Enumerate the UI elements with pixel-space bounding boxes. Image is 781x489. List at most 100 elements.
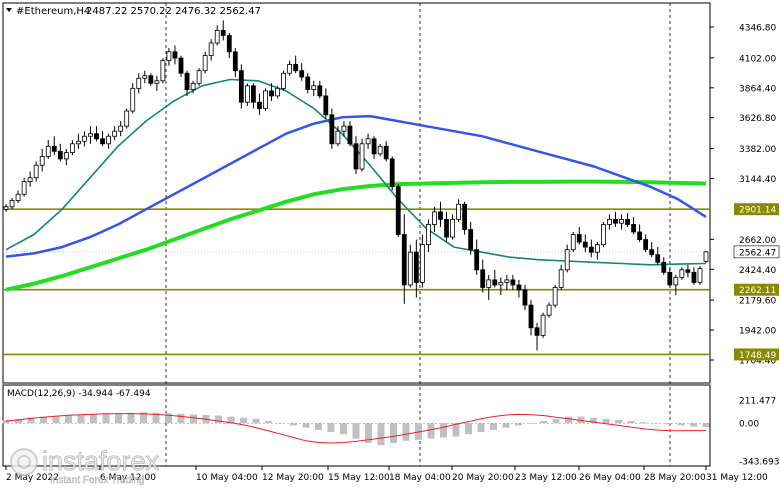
macd-histogram-bar [127,412,135,424]
candle-body [299,70,305,78]
macd-histogram-bar [415,423,422,440]
candle [347,121,353,147]
candle-body [251,85,256,103]
candle [419,234,425,288]
macd-histogram-bar [2,419,10,424]
candle [281,70,286,91]
candle [45,140,51,159]
price-tick-label: 2662.00 [739,236,776,246]
macd-histogram-bar [165,413,172,424]
candle-body [244,85,250,103]
macd-histogram-bar [327,423,335,433]
candle-body [649,249,655,256]
macd-histogram-bar [527,423,535,424]
price-tick-label: 1704.40 [739,357,776,367]
candle [214,25,220,46]
candle-body [130,87,136,112]
candle [444,211,449,243]
macd-axis-label: -343.693 [739,458,779,468]
candle-body [389,158,395,188]
candle [601,221,606,248]
candle [697,266,703,285]
time-tick-label: 12 May 20:00 [262,473,324,483]
candle [631,216,636,235]
macd-histogram-bar [365,423,372,444]
candle-body [305,76,311,91]
candle-body [691,271,697,283]
candle [667,267,673,288]
candle-body [383,145,389,160]
candle [305,73,311,94]
candle-body [419,244,425,283]
macd-histogram-bar [352,423,360,439]
candle [613,211,618,227]
candle [407,244,413,288]
price-tick-label: 3382.00 [739,145,776,155]
candle-body [238,70,244,103]
candle [287,60,293,76]
instaforex-logo-inner [17,455,31,469]
macd-histogram-bar [490,423,497,430]
macd-histogram-bar [90,414,97,424]
candle-body [462,203,468,230]
candle [649,242,655,258]
candle-body [269,90,274,97]
candle [341,121,347,137]
candle [257,93,262,115]
candle [456,199,461,222]
price-marker-box [734,348,779,361]
candle [244,83,250,106]
chart-header: #Ethereum,H4 2487.22 2570.22 2476.32 256… [6,6,261,17]
candle [353,136,359,175]
candle-body [100,138,105,145]
candle-body [486,279,492,288]
candle [335,126,341,147]
macd-histogram-bar [665,423,672,425]
candle [299,63,305,81]
macd-histogram-bar [690,423,697,427]
candle-body [522,289,528,306]
macd-axis: 211.477 0.00 -343.693 [739,397,779,468]
candle-body [112,130,118,137]
candle-body [407,251,413,286]
candle-body [63,152,69,160]
support-resistance-levels [3,208,710,356]
candle [365,133,371,149]
candle-body [528,304,534,329]
candle-body [82,135,87,142]
macd-histogram-bar [77,414,85,424]
candle-body [106,135,111,145]
candle [33,161,39,182]
candle [124,108,130,129]
macd-histogram-bar [502,423,510,428]
ohlc-values: 2487.22 2570.22 2476.32 2562.47 [86,6,261,17]
candle [57,143,63,162]
candle-body [353,143,359,170]
macd-histogram-bar [477,423,485,433]
macd-histogram-bar [302,423,310,428]
candle [27,171,33,187]
candle [673,274,679,296]
macd-histogram-bar [440,423,447,438]
candle-body [232,51,238,72]
candle [106,133,111,149]
candle [383,141,389,162]
candle [148,73,154,86]
candle [118,121,124,137]
candle [311,80,317,96]
time-tick-label: 23 May 12:00 [515,473,577,483]
macd-histogram-bar [540,421,547,424]
candle [438,201,443,227]
candle-body [27,177,33,183]
candle [516,279,522,298]
macd-histogram-bar [140,412,147,424]
candle [88,126,93,144]
candle [94,126,99,142]
dropdown-arrow-icon[interactable] [6,8,12,12]
candle-body [570,234,576,251]
candle [413,239,419,298]
candle [637,224,643,243]
candle-body [311,85,317,91]
candle-body [576,234,582,243]
